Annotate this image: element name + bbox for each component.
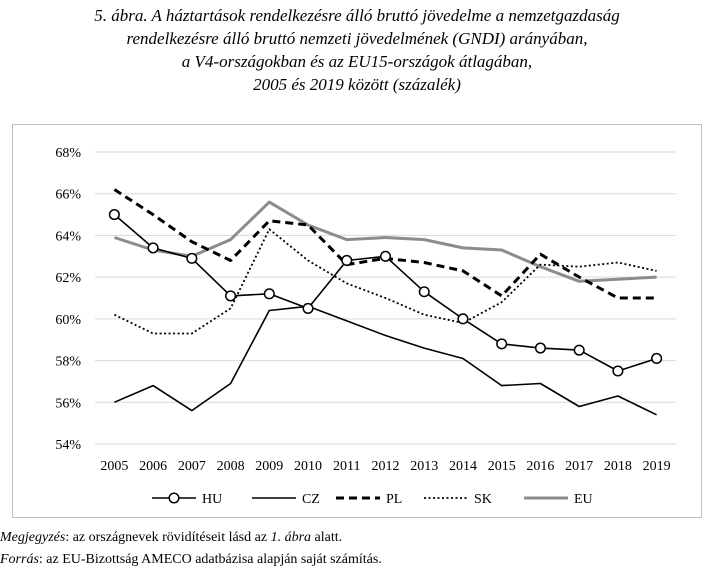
y-tick-label: 64% bbox=[55, 229, 81, 244]
data-point-hu bbox=[612, 365, 624, 377]
note-text: az országnevek rövidítéseit lásd az bbox=[72, 530, 271, 545]
data-point-hu bbox=[651, 352, 663, 365]
figure-title-line: rendelkezésre álló bruttó nemzeti jövede… bbox=[126, 29, 588, 48]
note-figure-ref: 1. ábra bbox=[270, 530, 312, 545]
legend-marker-hu bbox=[168, 492, 180, 504]
data-point-hu bbox=[573, 344, 585, 356]
x-tick-label: 2013 bbox=[410, 459, 438, 474]
y-tick-label: 54% bbox=[55, 438, 81, 453]
x-tick-label: 2010 bbox=[294, 459, 322, 474]
legend: HU CZ PL SK EU bbox=[152, 492, 593, 507]
data-point-hu bbox=[418, 286, 430, 298]
data-point-hu bbox=[225, 290, 237, 302]
data-point-hu bbox=[457, 313, 469, 325]
x-tick-label: 2016 bbox=[526, 459, 554, 474]
x-tick-label: 2019 bbox=[643, 459, 671, 474]
y-axis-ticks: 54% 56% 58% 60% 62% 64% 66% 68% bbox=[55, 146, 81, 453]
chart-frame bbox=[12, 124, 702, 518]
source-text: az EU-Bizottság AMECO adatbázisa alapján… bbox=[46, 552, 382, 567]
figure-notes: Megjegyzés: az országnevek rövidítéseit … bbox=[0, 527, 382, 571]
data-point-hu bbox=[496, 338, 508, 350]
note-text-end: alatt. bbox=[311, 530, 343, 545]
legend-label-sk: SK bbox=[474, 492, 492, 507]
series-lines bbox=[108, 188, 663, 416]
data-point-hu bbox=[534, 342, 546, 354]
data-point-hu bbox=[302, 302, 314, 314]
x-tick-label: 2017 bbox=[565, 459, 593, 474]
source-separator: : bbox=[38, 552, 47, 567]
source-label: Forrás bbox=[0, 552, 39, 567]
x-tick-label: 2014 bbox=[449, 459, 477, 474]
line-chart: 54%56%58%60%62%64%66%68% 2005 2006 2007 200… bbox=[55, 146, 676, 507]
data-point-hu bbox=[263, 288, 275, 300]
data-point-hu bbox=[379, 250, 392, 262]
y-tick-label: 66% bbox=[55, 188, 81, 203]
legend-label-eu: EU bbox=[574, 492, 593, 507]
note-line: Megjegyzés: az országnevek rövidítéseit … bbox=[0, 527, 382, 549]
series-line-cz bbox=[114, 305, 657, 416]
series-line-sk bbox=[114, 228, 657, 335]
note-label: Megjegyzés bbox=[0, 530, 66, 545]
y-tick-label: 68% bbox=[55, 146, 81, 161]
x-tick-label: 2011 bbox=[333, 459, 360, 474]
x-tick-label: 2006 bbox=[139, 459, 167, 474]
x-axis-ticks: 2005 2006 2007 2008 2009 2010 2011 2012 2013 2014… bbox=[100, 459, 670, 474]
data-point-hu bbox=[108, 209, 120, 221]
y-tick-label: 62% bbox=[55, 271, 81, 286]
x-tick-label: 2018 bbox=[604, 459, 632, 474]
figure-title-line: 2005 és 2019 között (százalék) bbox=[253, 75, 461, 94]
y-tick-label: 60% bbox=[55, 313, 81, 328]
legend-label-hu: HU bbox=[202, 492, 222, 507]
x-tick-label: 2005 bbox=[100, 459, 128, 474]
legend-label-cz: CZ bbox=[302, 492, 320, 507]
data-point-hu bbox=[186, 252, 198, 264]
figure-title: 5. ábra. A háztartások rendelkezésre áll… bbox=[0, 4, 714, 96]
y-tick-label: 58% bbox=[55, 355, 81, 370]
series-line-pl bbox=[113, 188, 657, 300]
legend-label-pl: PL bbox=[386, 492, 402, 507]
x-tick-label: 2012 bbox=[372, 459, 400, 474]
source-line: Forrás: az EU-Bizottság AMECO adatbázisa… bbox=[0, 549, 382, 571]
figure-title-line: a V4-országokban és az EU15-országok átl… bbox=[181, 52, 533, 71]
data-point-hu bbox=[341, 254, 353, 267]
figure-title-line: 5. ábra. A háztartások rendelkezésre áll… bbox=[94, 6, 620, 25]
series-line-eu bbox=[113, 200, 657, 283]
x-tick-label: 2009 bbox=[255, 459, 283, 474]
x-tick-label: 2015 bbox=[488, 459, 516, 474]
data-point-hu bbox=[147, 242, 159, 254]
x-tick-label: 2007 bbox=[178, 459, 206, 474]
note-separator: : bbox=[65, 530, 73, 545]
x-tick-label: 2008 bbox=[217, 459, 245, 474]
y-tick-label: 56% bbox=[55, 396, 81, 411]
